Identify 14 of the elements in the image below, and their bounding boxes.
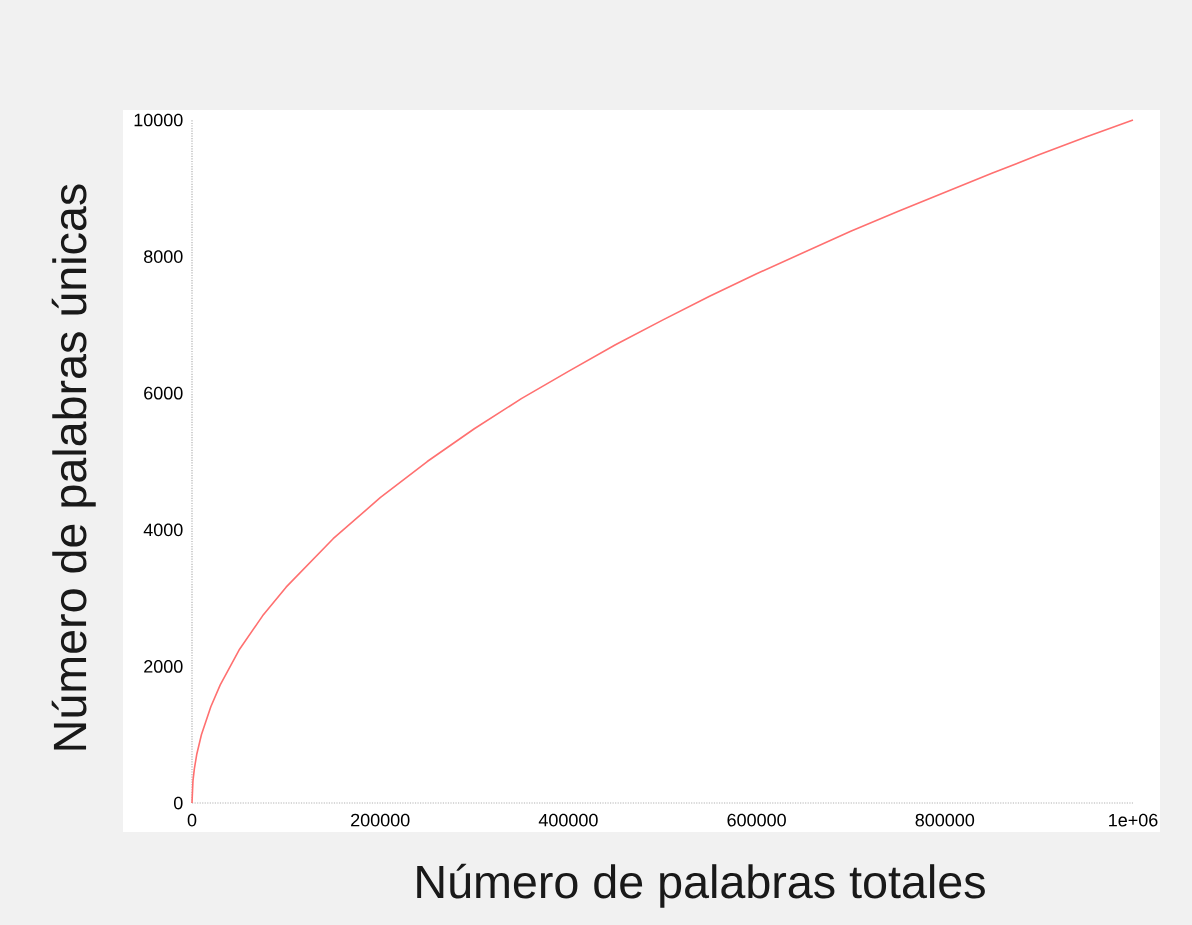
y-tick-label: 8000 <box>144 250 183 263</box>
x-tick-label: 800000 <box>915 813 975 827</box>
x-tick-label: 600000 <box>727 813 786 827</box>
y-tick-label: 10000 <box>134 113 183 127</box>
x-tick-label: 0 <box>187 813 197 827</box>
x-tick-label: 1e+06 <box>1109 813 1158 827</box>
y-tick-label: 4000 <box>143 523 183 537</box>
x-axis-title: Número de palabras totales <box>417 863 985 908</box>
x-tick-label: 400000 <box>538 813 598 827</box>
y-tick-label: 0 <box>173 796 183 810</box>
x-tick-label: 200000 <box>351 813 410 827</box>
y-axis-title: Número de palabras únicas <box>51 184 96 750</box>
y-tick-label: 6000 <box>144 386 183 400</box>
y-tick-label: 2000 <box>144 660 183 673</box>
